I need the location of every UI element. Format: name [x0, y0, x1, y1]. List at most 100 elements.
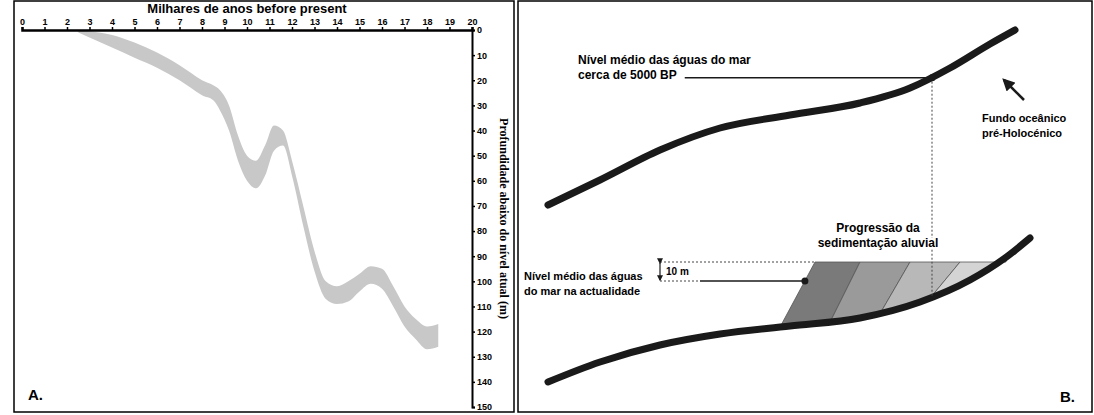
x-tick: 5: [132, 17, 137, 30]
y-tick-mark: [472, 256, 475, 258]
past-sea-level-label: cerca de 5000 BP: [578, 68, 677, 82]
panel-a: 0123456789101112131415161718192001020304…: [14, 1, 514, 412]
y-tick-label: 80: [477, 226, 487, 236]
y-tick-mark: [472, 130, 475, 132]
x-axis-line: [23, 27, 473, 31]
x-tick: 4: [110, 17, 115, 30]
x-tick-mark: [157, 27, 159, 30]
y-tick-mark: [472, 80, 475, 82]
y-tick-label: 60: [477, 176, 487, 186]
height-arrow: [659, 263, 660, 280]
y-tick: 60: [472, 176, 487, 186]
y-tick: 70: [472, 201, 487, 211]
y-tick-label: 140: [477, 377, 492, 387]
x-tick: 12: [287, 17, 297, 30]
x-tick-label: 12: [287, 17, 297, 27]
x-tick: 9: [222, 17, 227, 30]
past-sea-level-line: [685, 77, 932, 79]
x-tick-label: 17: [400, 17, 410, 27]
x-tick: 6: [155, 17, 160, 30]
y-tick: 120: [472, 327, 492, 337]
x-tick-label: 5: [132, 17, 137, 27]
y-tick: 90: [472, 252, 487, 262]
x-tick: 8: [200, 17, 205, 30]
height-guide-bottom: [660, 281, 700, 282]
x-tick-label: 9: [222, 17, 227, 27]
x-tick: 1: [42, 17, 47, 30]
y-tick-label: 120: [477, 327, 492, 337]
y-tick-label: 20: [477, 76, 487, 86]
panel-label: B.: [1060, 388, 1075, 405]
x-tick-mark: [337, 27, 339, 30]
seafloor-arrow: [1004, 80, 1024, 100]
x-tick: 2: [65, 17, 70, 30]
y-tick: 10: [472, 51, 487, 61]
y-tick-mark: [472, 181, 475, 183]
y-tick-mark: [472, 30, 475, 32]
sedimentation-label: sedimentação aluvial: [818, 236, 939, 250]
y-tick-mark: [472, 331, 475, 333]
x-tick-mark: [112, 27, 114, 30]
x-tick-mark: [224, 27, 226, 30]
x-tick-label: 11: [265, 17, 275, 27]
x-tick: 13: [310, 17, 320, 30]
present-sea-level-line: [700, 280, 805, 282]
y-tick-label: 130: [477, 352, 492, 362]
height-label: 10 m: [666, 266, 689, 277]
y-tick-mark: [472, 105, 475, 107]
sea-level-band: [78, 30, 438, 349]
x-tick-mark: [202, 27, 204, 30]
plot-area: [78, 30, 438, 349]
x-tick-label: 6: [155, 17, 160, 27]
present-sea-level-label: do mar na actualidade: [524, 285, 640, 297]
height-guide-top: [660, 262, 815, 263]
y-tick-label: 40: [477, 126, 487, 136]
past-sea-level-label: Nível médio das águas do mar: [578, 53, 751, 67]
x-axis: 01234567891011121314151617181920: [20, 17, 478, 31]
x-tick-label: 18: [422, 17, 432, 27]
y-tick-mark: [472, 356, 475, 358]
x-tick-mark: [449, 27, 451, 30]
present-seafloor: [548, 238, 1030, 382]
x-tick-mark: [427, 27, 429, 30]
y-tick-label: 150: [477, 402, 492, 412]
x-tick-label: 3: [87, 17, 92, 27]
x-tick-mark: [44, 27, 46, 30]
panel-b: Nível médio das águas do marcerca de 500…: [518, 1, 1092, 412]
sedimentation-label: Progressão da: [836, 221, 920, 235]
x-tick-label: 13: [310, 17, 320, 27]
y-tick-mark: [472, 206, 475, 208]
y-tick: 20: [472, 76, 487, 86]
x-tick-label: 4: [110, 17, 115, 27]
x-tick-mark: [314, 27, 316, 30]
x-tick-label: 19: [445, 17, 455, 27]
x-tick-mark: [404, 27, 406, 30]
x-tick-label: 14: [332, 17, 342, 27]
panel-frame: [518, 1, 1092, 412]
y-axis-line: [473, 31, 476, 408]
y-tick: 80: [472, 226, 487, 236]
x-tick: 7: [177, 17, 182, 30]
y-tick-mark: [472, 382, 475, 384]
y-tick: 130: [472, 352, 492, 362]
panel-label: A.: [28, 386, 43, 403]
present-sea-level-label: Nível médio das águas: [524, 270, 643, 282]
x-tick-mark: [269, 27, 271, 30]
x-tick: 18: [422, 17, 432, 30]
x-tick: 16: [377, 17, 387, 30]
y-tick-label: 10: [477, 51, 487, 61]
guide-vertical: [932, 78, 933, 298]
seafloor-label: pré-Holocénico: [982, 127, 1062, 139]
y-tick-mark: [472, 55, 475, 57]
y-tick-label: 0: [477, 25, 482, 35]
x-tick-mark: [382, 27, 384, 30]
y-tick-mark: [472, 155, 475, 157]
x-tick-label: 2: [65, 17, 70, 27]
x-tick: 17: [400, 17, 410, 30]
x-tick: 10: [242, 17, 252, 30]
y-tick: 50: [472, 151, 487, 161]
y-tick: 30: [472, 101, 487, 111]
y-tick-label: 90: [477, 252, 487, 262]
y-tick-label: 50: [477, 151, 487, 161]
y-tick: 140: [472, 377, 492, 387]
